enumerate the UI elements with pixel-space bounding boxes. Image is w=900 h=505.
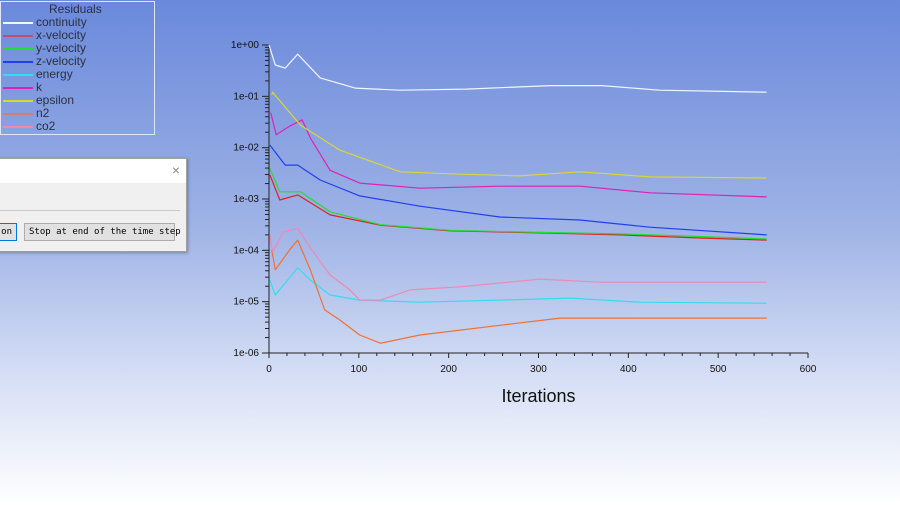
legend-item-k: k [3, 81, 42, 94]
legend-title: Residuals [49, 2, 102, 16]
series-line-z-velocity [269, 144, 767, 236]
legend-swatch [3, 125, 33, 128]
legend: Residuals continuity x-velocity y-velocity… [0, 1, 155, 135]
legend-item-y-velocity: y-velocity [3, 42, 86, 55]
x-axis-label: Iterations [501, 386, 575, 406]
legend-swatch [3, 99, 33, 102]
dialog-titlebar: × [0, 159, 186, 183]
x-tick-label: 600 [800, 364, 817, 375]
series-line-y-velocity [269, 167, 767, 240]
legend-label: z-velocity [36, 54, 87, 68]
x-tick-label: 500 [710, 364, 727, 375]
x-tick-label: 300 [530, 364, 547, 375]
legend-swatch [3, 47, 33, 50]
legend-label: k [36, 80, 42, 94]
legend-label: continuity [36, 15, 87, 29]
legend-item-n2: n2 [3, 107, 49, 120]
series-line-k [270, 112, 767, 198]
legend-item-continuity: continuity [3, 16, 87, 29]
legend-item-co2: co2 [3, 120, 55, 133]
legend-swatch [3, 86, 33, 89]
legend-swatch [3, 73, 33, 76]
legend-label: co2 [36, 119, 56, 133]
y-tick-label: 1e-04 [233, 245, 259, 256]
x-tick-label: 400 [620, 364, 637, 375]
y-tick-label: 1e-01 [233, 91, 259, 102]
legend-item-z-velocity: z-velocity [3, 55, 86, 68]
legend-label: y-velocity [36, 41, 87, 55]
close-icon[interactable]: × [171, 162, 180, 178]
legend-label: epsilon [36, 93, 75, 107]
stop-iteration-button[interactable]: on [0, 223, 17, 241]
stop-at-end-of-time-step-button[interactable]: Stop at end of the time step [24, 223, 181, 241]
y-tick-label: 1e-06 [233, 348, 259, 359]
legend-swatch [3, 34, 33, 37]
legend-item-epsilon: epsilon [3, 94, 74, 107]
y-tick-label: 1e-03 [233, 194, 259, 205]
legend-label: n2 [36, 106, 50, 120]
stop-dialog: × on Stop at end of the time step [0, 158, 187, 252]
legend-swatch [3, 60, 33, 63]
y-tick-label: 1e-05 [233, 297, 259, 308]
x-tick-label: 100 [350, 364, 367, 375]
legend-swatch [3, 21, 33, 24]
legend-label: energy [36, 67, 73, 81]
legend-item-x-velocity: x-velocity [3, 29, 86, 42]
y-tick-label: 1e-02 [233, 143, 259, 154]
x-tick-label: 0 [266, 364, 272, 375]
series-line-n2 [271, 239, 767, 344]
legend-label: x-velocity [36, 28, 87, 42]
series-line-continuity [268, 44, 767, 93]
y-tick-label: 1e+00 [231, 40, 260, 51]
x-tick-label: 200 [440, 364, 457, 375]
legend-swatch [3, 112, 33, 115]
series-line-epsilon [271, 91, 767, 179]
series-line-co2 [269, 227, 767, 301]
divider [0, 210, 180, 211]
legend-item-energy: energy [3, 68, 73, 81]
